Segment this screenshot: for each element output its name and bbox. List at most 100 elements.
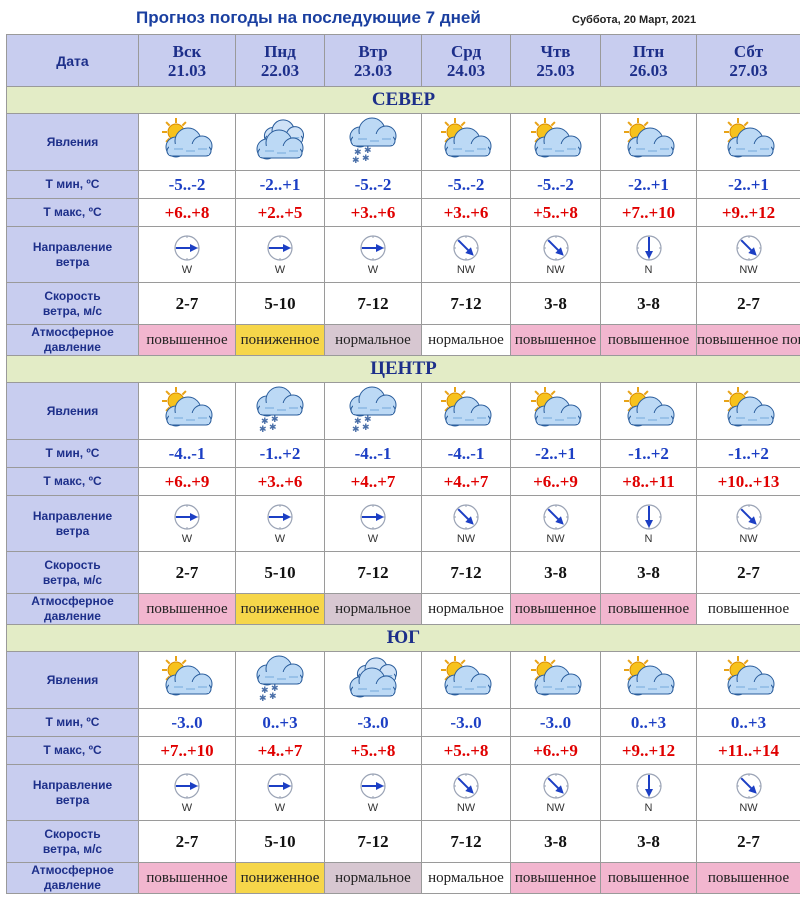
snow-cloud-icon: ✱✱✱✱ (349, 117, 397, 166)
phenomena-cell (235, 113, 325, 171)
wind-speed-cell: 7-12 (421, 282, 511, 325)
partly-cloudy-icon (723, 656, 774, 696)
day-header-1: Пнд 22.03 (235, 34, 325, 87)
tmax-cell: +3..+6 (421, 198, 511, 227)
tmax-cell: +8..+11 (600, 467, 697, 496)
svg-text:✱: ✱ (271, 684, 279, 694)
phenomena-cell (696, 651, 800, 709)
svg-text:✱: ✱ (362, 423, 370, 433)
wind-compass-icon (360, 773, 386, 799)
wind-speed-cell: 7-12 (421, 820, 511, 863)
day-name: Сбт (733, 41, 764, 61)
row-label: Атмосферное давление (6, 593, 139, 625)
svg-text:✱: ✱ (261, 686, 269, 696)
wind-compass-icon (542, 235, 569, 261)
region-title: СЕВЕР (6, 86, 800, 114)
tmax-cell: +5..+8 (510, 198, 601, 227)
wind-speed-cell: 3-8 (600, 282, 697, 325)
forecast-table: Дата Вск 21.03 Пнд 22.03 Втр 23.03 Срд 24.03… (6, 34, 800, 894)
wind-dir-label: W (181, 264, 193, 276)
pressure-row: Атмосферное давление повышенное пониженное н… (6, 862, 800, 894)
row-label: Направление ветра (6, 495, 139, 552)
tmax-cell: +11..+14 (696, 736, 800, 765)
row-label: Явления (6, 382, 139, 440)
tmin-cell: -3..0 (421, 708, 511, 737)
wind-compass-icon (174, 504, 200, 530)
phenomena-cell (421, 651, 511, 709)
pressure-cell: нормальное (421, 593, 511, 625)
wind-compass-icon (360, 504, 386, 530)
wind-dir-label: NW (456, 802, 476, 814)
row-label-line: Т мин, ºС (45, 715, 100, 729)
wind-speed-cell: 2-7 (696, 820, 800, 863)
row-label-line: давление (44, 878, 101, 892)
row-label: Т мин, ºС (6, 708, 139, 737)
tmin-cell: -4..-1 (138, 439, 236, 468)
footer-strip (0, 896, 800, 902)
row-label-line: ветра (55, 523, 90, 538)
phenomena-cell (421, 113, 511, 171)
phenomena-cell: ✱ ✱ ✱ ✱ (324, 382, 422, 440)
pressure-cell: пониженное (235, 593, 325, 625)
wind-dir-label: NW (456, 533, 476, 545)
wind-speed-cell: 2-7 (696, 282, 800, 325)
day-date: 27.03 (729, 60, 768, 80)
day-name: Срд (450, 41, 482, 61)
row-label: Скорость ветра, м/с (6, 282, 139, 325)
title-bar: Прогноз погоды на последующие 7 дней Суб… (0, 0, 800, 34)
day-name: Чтв (540, 41, 571, 61)
pressure-cell: повышенное (600, 593, 697, 625)
region-row: ЦЕНТР (6, 355, 800, 383)
row-label: Т макс, ºС (6, 198, 139, 227)
wind-dir-cell: NW (421, 495, 511, 552)
wind-speed-cell: 7-12 (421, 551, 511, 594)
row-label-line: Направление (32, 508, 113, 523)
wind-dir-label: NW (546, 533, 565, 545)
partly-cloudy-icon (162, 656, 213, 696)
tmin-cell: -5..-2 (324, 170, 422, 199)
tmax-cell: +7..+10 (600, 198, 697, 227)
pressure-cell: нормальное (324, 324, 422, 356)
wind-speed-cell: 2-7 (138, 551, 236, 594)
row-label-line: Т мин, ºС (45, 177, 100, 191)
header-row: Дата Вск 21.03 Пнд 22.03 Втр 23.03 Срд 24.03… (6, 34, 800, 87)
pressure-cell: повышенное (696, 862, 800, 894)
wind-speed-cell: 3-8 (600, 820, 697, 863)
wind-speed-cell: 2-7 (138, 282, 236, 325)
tmin-cell: -4..-1 (421, 439, 511, 468)
pressure-cell: нормальное (421, 324, 511, 356)
row-label: Скорость ветра, м/с (6, 551, 139, 594)
pressure-row: Атмосферное давление повышенное пониженное н… (6, 324, 800, 356)
phenomena-cell (421, 382, 511, 440)
partly-cloudy-icon (441, 118, 492, 158)
wind-dir-cell: NW (510, 495, 601, 552)
row-label-line: Атмосферное (31, 863, 114, 878)
wind-dir-cell: NW (510, 764, 601, 821)
region-row: ЮГ (6, 624, 800, 652)
snow-cloud-icon: ✱✱✱✱ (256, 655, 304, 704)
day-date: 22.03 (260, 60, 300, 80)
wind-dir-cell: W (138, 764, 236, 821)
tmax-cell: +4..+7 (324, 467, 422, 496)
wind-dir-cell: W (235, 764, 325, 821)
wind-speed-cell: 5-10 (235, 551, 325, 594)
wind-dir-label: NW (739, 264, 758, 276)
wind-dir-cell: W (138, 226, 236, 283)
wind-dir-label: NW (456, 264, 476, 276)
wind-dir-label: NW (739, 533, 758, 545)
phenomena-row: Явления ✱ ✱ ✱ ✱ ✱ ✱ ✱ ✱ (6, 382, 800, 440)
tmin-cell: -5..-2 (421, 170, 511, 199)
wind-speed-row: Скорость ветра, м/с 2-7 5-10 7-12 7-12 3-8 3-8 2… (6, 820, 800, 863)
tmax-cell: +3..+6 (324, 198, 422, 227)
day-date: 24.03 (446, 60, 486, 80)
day-header-3: Срд 24.03 (421, 34, 511, 87)
pressure-cell: повышенное (138, 862, 236, 894)
wind-dir-cell: W (138, 495, 236, 552)
row-label-line: Явления (46, 403, 99, 418)
row-label-line: ветра, м/с (42, 841, 103, 856)
svg-text:✱: ✱ (271, 415, 279, 425)
tmin-cell: -3..0 (510, 708, 601, 737)
svg-text:✱: ✱ (364, 146, 372, 156)
pressure-cell: пониженное (235, 862, 325, 894)
tmax-row: Т макс, ºС +6..+8 +2..+5 +3..+6 +3..+6 +5..+8… (6, 198, 800, 227)
